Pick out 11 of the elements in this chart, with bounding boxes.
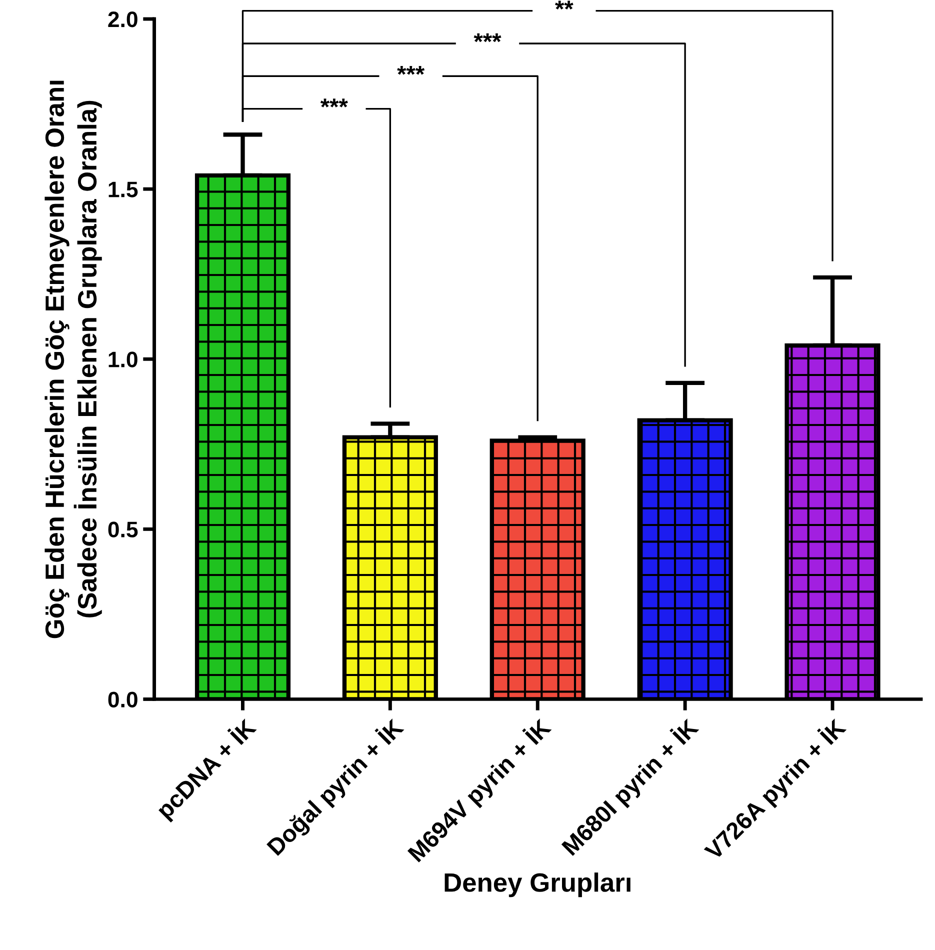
- y-tick-label: 1.5: [108, 182, 138, 198]
- y-tick-label: 0.5: [108, 522, 138, 538]
- annotation: ***: [320, 98, 348, 108]
- text: **: [555, 0, 574, 10]
- annotation: ***: [474, 33, 502, 42]
- annotation: ***: [397, 66, 425, 75]
- x-axis-title: Deney Grupları: [444, 872, 630, 898]
- y-tick-label: 1.0: [108, 352, 138, 368]
- y-tick-label: 0.0: [108, 692, 138, 708]
- y-tick-label: 2.0: [108, 12, 138, 28]
- y-axis-title: Göç Eden Hücrelerin Göç Etmeyenlere Oranı (Sadece İnsülin Eklenen Gruplara Oranla): [44, 80, 102, 638]
